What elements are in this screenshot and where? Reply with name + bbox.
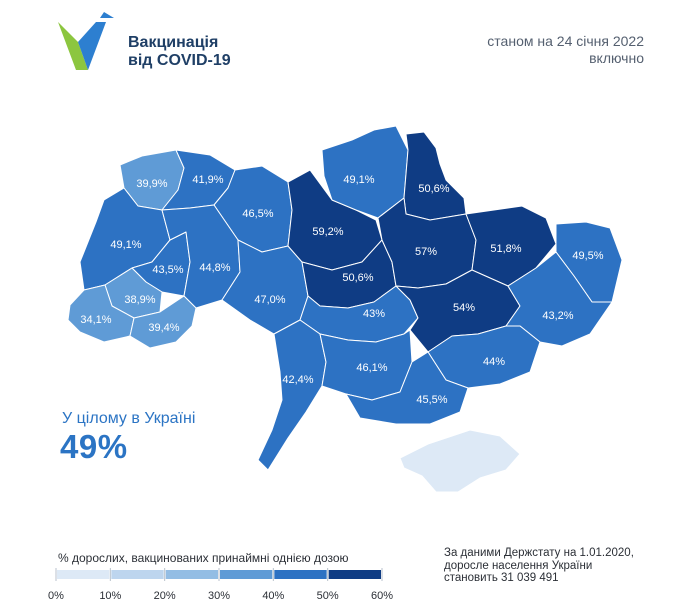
date-line-2: включно [589, 50, 644, 66]
total-value: 49% [60, 428, 128, 465]
legend-swatch [165, 570, 218, 579]
region-label: 50,6% [342, 272, 373, 284]
region-label: 44% [483, 356, 505, 368]
region-label: 49,5% [572, 250, 603, 262]
region-label: 49,1% [343, 174, 374, 186]
region-label: 59,2% [312, 226, 343, 238]
region-label: 43% [363, 308, 385, 320]
legend-swatch [328, 570, 381, 579]
brand-title: Вакцинація від COVID-19 [128, 34, 231, 70]
region-label: 38,9% [124, 294, 155, 306]
legend-swatch [111, 570, 164, 579]
date-line-1: станом на 24 січня 2022 [487, 33, 644, 49]
source-line-1: За даними Держстату на 1.01.2020, [444, 547, 634, 559]
region-label: 43,2% [542, 310, 573, 322]
region-label: 39,4% [148, 322, 179, 334]
brand-line-2: від COVID-19 [128, 52, 231, 69]
v-check-logo-icon [58, 12, 114, 70]
region-label: 41,9% [192, 174, 223, 186]
region-label: 49,1% [110, 239, 141, 251]
total-label: У цілому в Україні [62, 410, 196, 427]
date-caption: станом на 24 січня 2022 включно [487, 33, 644, 67]
legend-swatch [220, 570, 273, 579]
region-label: 44,8% [199, 262, 230, 274]
region-24 [345, 351, 469, 425]
region-label: 39,9% [136, 178, 167, 190]
legend-swatch [57, 570, 110, 579]
legend-tick-label: 40% [262, 590, 284, 602]
region-label: 46,1% [356, 362, 387, 374]
region-label: 51,8% [490, 243, 521, 255]
legend-swatch [274, 570, 327, 579]
legend-tick-label: 30% [208, 590, 230, 602]
legend-tick-label: 10% [99, 590, 121, 602]
region-label: 46,5% [242, 208, 273, 220]
region-label: 50,6% [418, 183, 449, 195]
region-label: 45,5% [416, 394, 447, 406]
region-16 [465, 205, 557, 287]
legend-tick-label: 20% [154, 590, 176, 602]
region-label: 42,4% [282, 374, 313, 386]
legend-tick-label: 60% [371, 590, 393, 602]
legend-tick-label: 50% [317, 590, 339, 602]
source-note: За даними Держстату на 1.01.2020, доросл… [444, 547, 634, 585]
region-25 [399, 429, 521, 493]
region-label: 57% [415, 246, 437, 258]
region-label: 34,1% [80, 314, 111, 326]
region-9 [129, 295, 197, 349]
region-label: 47,0% [254, 294, 285, 306]
legend-tick-label: 0% [48, 590, 64, 602]
legend-title: % дорослих, вакцинованих принаймні одніє… [58, 551, 349, 565]
source-line-2: доросле населення України [444, 559, 593, 572]
region-label: 54% [453, 302, 475, 314]
source-line-3: становить 31 039 491 [444, 572, 559, 584]
region-label: 43,5% [152, 264, 183, 276]
brand-line-1: Вакцинація [128, 34, 219, 51]
